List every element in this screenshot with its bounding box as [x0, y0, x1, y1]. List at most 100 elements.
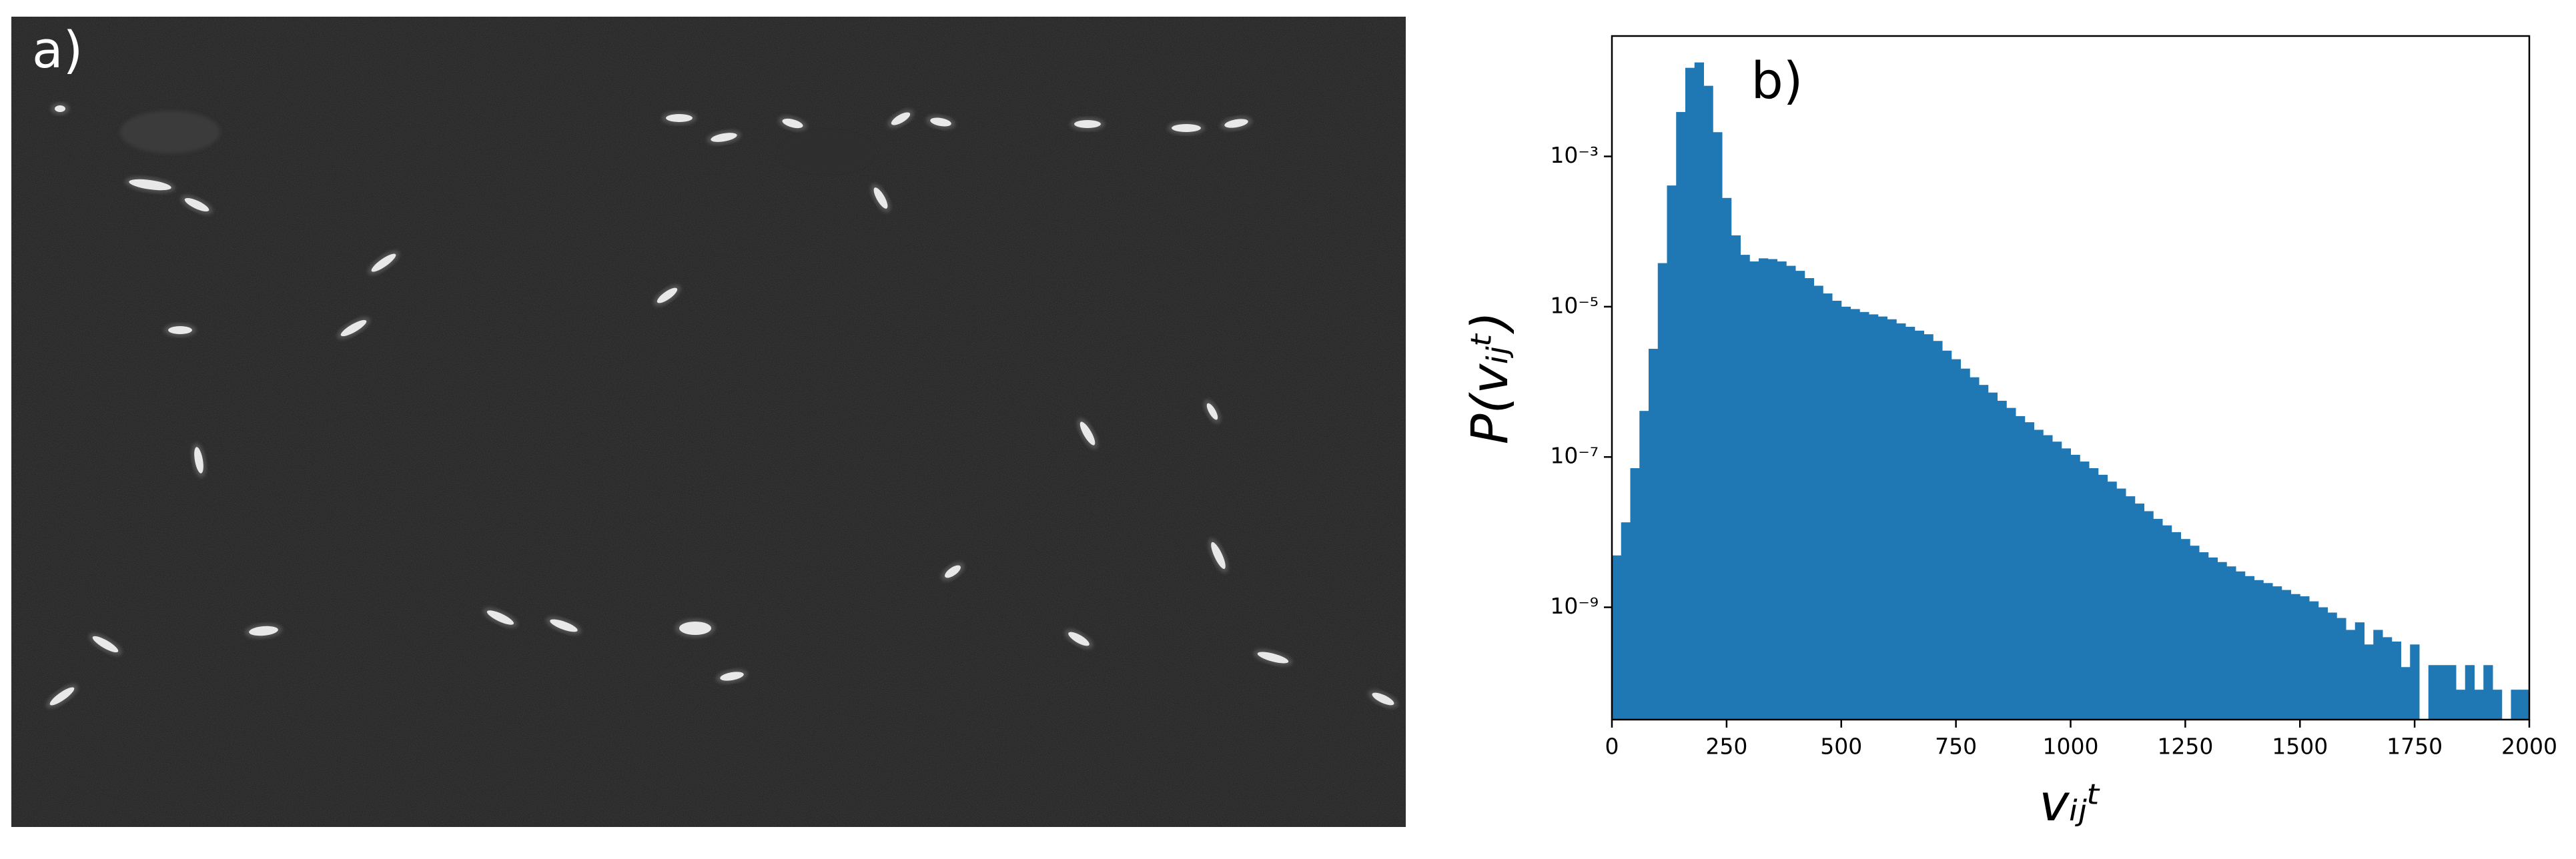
bar	[2354, 622, 2365, 720]
bar	[1759, 258, 1769, 720]
bar	[1896, 323, 1906, 720]
bar	[2034, 430, 2044, 720]
bar	[1713, 132, 1723, 720]
x-tick-label: 500	[1820, 734, 1862, 760]
particle	[1372, 692, 1394, 706]
bar	[2236, 571, 2246, 720]
bar	[1914, 330, 1924, 720]
y-tick-label: 10⁻⁷	[1550, 443, 1599, 469]
particle	[930, 117, 951, 127]
bar	[1850, 309, 1860, 720]
bar	[1841, 306, 1851, 720]
bar	[2437, 665, 2447, 720]
particle	[1074, 120, 1101, 128]
particle	[711, 133, 737, 142]
bar	[1832, 300, 1842, 720]
bar	[2410, 644, 2420, 720]
panel-b: 0 250 500 750 1000 1250 1500 1750 2000 10⁻⁹ 10⁻⁷ 10…	[1460, 35, 2557, 832]
bar	[2336, 618, 2346, 720]
particle	[194, 447, 203, 474]
bar	[2116, 488, 2126, 720]
bar	[1703, 85, 1713, 720]
particle	[720, 672, 744, 681]
bar	[1621, 522, 1631, 720]
bar	[2107, 482, 2117, 720]
bar	[1639, 411, 1649, 720]
particle	[1211, 542, 1226, 570]
bar	[2309, 601, 2319, 720]
bar	[2383, 637, 2393, 720]
bar	[1859, 311, 1869, 720]
bar	[2300, 596, 2310, 720]
bar	[2272, 586, 2282, 720]
particle	[945, 565, 961, 578]
bar	[2180, 539, 2190, 720]
bar	[2190, 546, 2200, 720]
bar	[2144, 511, 2154, 720]
bar	[1630, 468, 1640, 720]
bar	[1877, 316, 1887, 720]
bar	[2364, 644, 2374, 720]
bar	[2346, 630, 2356, 720]
bar	[2254, 580, 2264, 720]
bar	[1988, 392, 1998, 720]
bar	[1905, 327, 1915, 720]
particle	[340, 319, 367, 337]
bar	[2153, 519, 2163, 720]
bar	[1804, 278, 1814, 720]
particle	[486, 610, 514, 625]
particle	[184, 197, 209, 212]
bar	[1960, 368, 1970, 720]
bar	[2006, 407, 2016, 720]
bar	[1933, 341, 1943, 720]
particle	[1257, 652, 1289, 664]
annotation: b)	[1751, 51, 1803, 110]
bar	[2318, 607, 2328, 720]
particle	[782, 118, 803, 129]
bar	[1767, 259, 1777, 720]
bar	[2401, 667, 2411, 720]
y-tick-label: 10⁻⁹	[1550, 593, 1599, 619]
bar	[2483, 665, 2493, 720]
bar	[2162, 525, 2172, 720]
bar	[1869, 314, 1879, 720]
out-of-focus-blob	[781, 132, 874, 172]
bar	[1813, 285, 1823, 720]
bar	[1823, 293, 1833, 720]
bar	[1649, 349, 1659, 720]
micrograph-noise	[11, 17, 1406, 827]
particle	[1172, 124, 1201, 132]
y-axis-label: P(vᵢⱼᵗ)	[1460, 311, 1519, 444]
particle	[92, 636, 119, 653]
bar	[1731, 235, 1741, 720]
particle	[873, 187, 888, 209]
bar	[2098, 474, 2108, 720]
bar	[2070, 454, 2080, 720]
bar	[2199, 552, 2209, 720]
particle	[49, 687, 75, 706]
bar	[2373, 630, 2383, 720]
bar	[1749, 261, 1759, 720]
bar	[2327, 612, 2337, 720]
bar	[1786, 265, 1796, 720]
particle	[891, 112, 911, 125]
bar	[1887, 319, 1897, 720]
particle	[168, 326, 192, 334]
x-tick-label: 0	[1605, 734, 1619, 760]
particle	[1224, 119, 1248, 128]
bar	[2465, 665, 2475, 720]
bar	[2016, 415, 2026, 720]
x-tick-label: 1250	[2157, 734, 2213, 760]
bar	[2281, 590, 2291, 720]
bar	[2080, 462, 2090, 720]
bar	[1777, 261, 1787, 720]
bar	[1685, 67, 1695, 720]
x-tick-label: 1000	[2043, 734, 2099, 760]
bar	[1923, 334, 1934, 720]
y-tick-label: 10⁻⁵	[1550, 292, 1599, 318]
bar	[2171, 532, 2181, 720]
particle	[55, 105, 65, 112]
x-tick-label: 250	[1705, 734, 1747, 760]
particle	[1206, 403, 1218, 420]
